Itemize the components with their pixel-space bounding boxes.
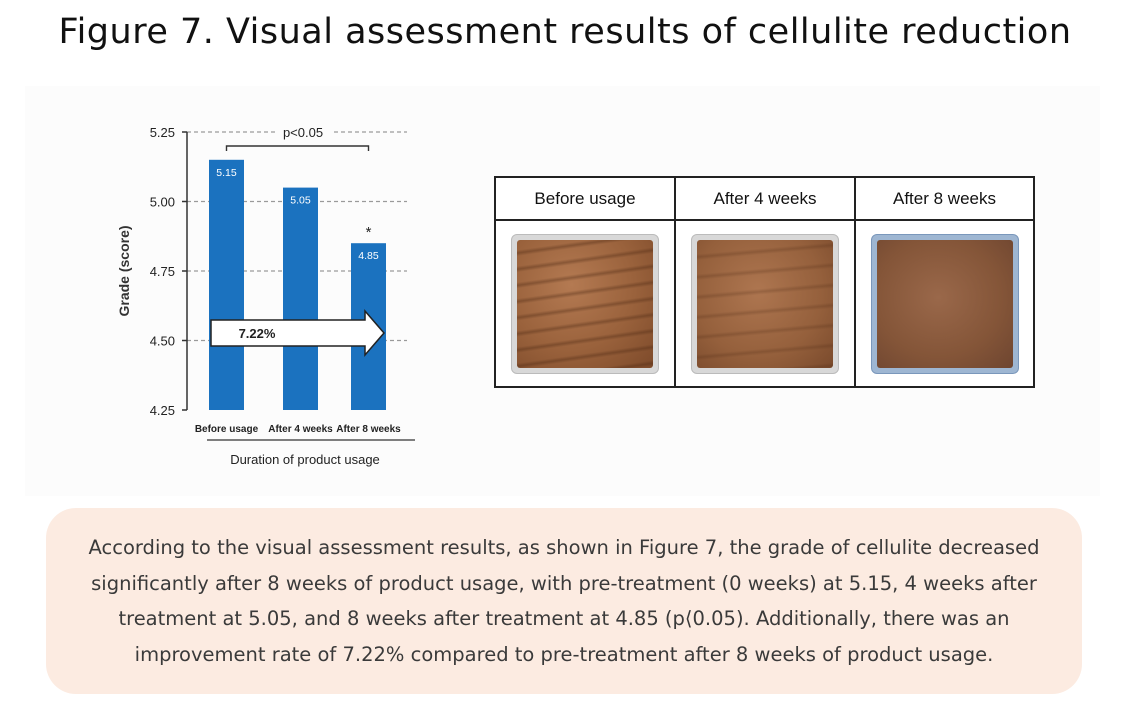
bar-value-label: 4.85 bbox=[358, 250, 379, 262]
y-axis-label: Grade (score) bbox=[116, 225, 132, 316]
improvement-label: 7.22% bbox=[239, 326, 276, 341]
summary-box: According to the visual assessment resul… bbox=[46, 508, 1082, 694]
p-value-label-bg bbox=[275, 122, 331, 140]
bar bbox=[209, 159, 244, 410]
y-tick-label: 4.75 bbox=[150, 264, 175, 279]
photo-cell-before bbox=[496, 221, 676, 386]
photo-cell-8-weeks bbox=[856, 221, 1033, 386]
bar-chart: 4.25 4.50 4.75 5.00 5.25 Grade (score) 5.15 Bef… bbox=[116, 122, 415, 467]
y-tick-label: 4.25 bbox=[150, 403, 175, 418]
x-tick-label: After 4 weeks bbox=[268, 424, 333, 435]
significance-bracket bbox=[225, 145, 370, 151]
bar-value-label: 5.05 bbox=[290, 195, 311, 207]
improvement-arrow bbox=[210, 308, 385, 358]
bar-value-label: 5.15 bbox=[216, 167, 237, 179]
bar bbox=[283, 187, 318, 410]
photo-cell-4-weeks bbox=[676, 221, 856, 386]
y-tick-label: 4.50 bbox=[150, 334, 175, 349]
skin-photo-before bbox=[511, 233, 659, 374]
photo-header-8-weeks: After 8 weeks bbox=[856, 178, 1033, 221]
x-tick-label: Before usage bbox=[195, 424, 259, 435]
p-value-label: p<0.05 bbox=[283, 125, 323, 140]
figure-title: Figure 7. Visual assessment results of c… bbox=[58, 12, 1072, 52]
y-tick-label: 5.00 bbox=[150, 195, 175, 210]
y-tick-label: 5.25 bbox=[150, 125, 175, 140]
photo-header-before: Before usage bbox=[496, 178, 676, 221]
x-axis-label: Duration of product usage bbox=[230, 452, 380, 467]
photo-header-4-weeks: After 4 weeks bbox=[676, 178, 856, 221]
skin-photo-4-weeks bbox=[691, 233, 839, 374]
figure-panel: 4.25 4.50 4.75 5.00 5.25 Grade (score) 5.15 Bef… bbox=[25, 86, 1100, 496]
skin-photo-8-weeks bbox=[870, 233, 1019, 374]
significance-star: * bbox=[366, 224, 372, 241]
photo-comparison-table: Before usage After 4 weeks After 8 weeks bbox=[494, 176, 1035, 388]
x-tick-label: After 8 weeks bbox=[336, 424, 401, 435]
summary-text: According to the visual assessment resul… bbox=[88, 536, 1040, 666]
